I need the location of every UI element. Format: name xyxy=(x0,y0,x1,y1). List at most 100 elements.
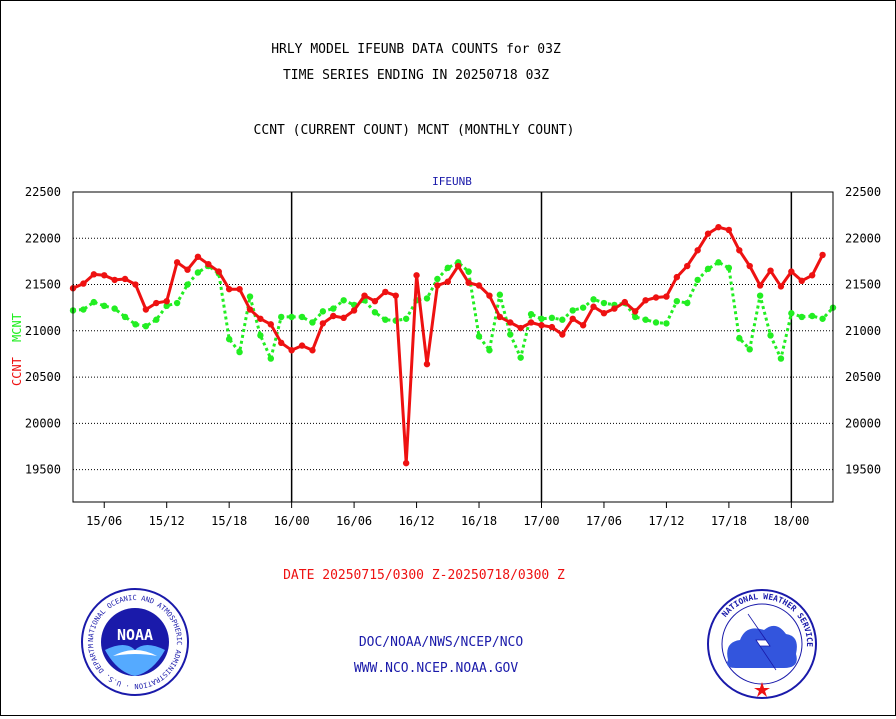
data-point-ccnt xyxy=(819,251,826,259)
data-point-ccnt xyxy=(631,308,639,315)
plot-area-border xyxy=(72,191,834,503)
data-point-ccnt xyxy=(111,276,118,284)
data-point-ccnt xyxy=(455,262,462,270)
data-point-ccnt xyxy=(340,314,347,322)
data-point-ccnt xyxy=(194,253,202,260)
data-point-mcnt xyxy=(153,316,160,323)
data-point-ccnt xyxy=(611,305,618,312)
data-point-mcnt xyxy=(173,299,181,307)
data-point-mcnt xyxy=(507,331,514,338)
data-point-ccnt xyxy=(694,247,701,254)
y-tick-label-left: 19500 xyxy=(25,463,61,477)
y-tick-label-left: 22000 xyxy=(25,231,61,245)
data-point-mcnt xyxy=(288,313,295,321)
data-point-mcnt xyxy=(101,302,108,310)
data-point-ccnt xyxy=(121,275,129,283)
nws-logo: NATIONAL WEATHER SERVICE xyxy=(707,589,817,699)
chart-title-line2: TIME SERIES ENDING IN 20250718 03Z xyxy=(283,68,549,83)
data-point-ccnt xyxy=(288,347,295,354)
x-tick-label: 16/18 xyxy=(461,514,497,528)
data-point-mcnt xyxy=(819,315,826,322)
x-tick-label: 17/06 xyxy=(586,514,622,528)
data-point-mcnt xyxy=(236,348,243,356)
data-point-ccnt xyxy=(267,321,275,328)
data-point-ccnt xyxy=(392,292,399,299)
data-point-mcnt xyxy=(132,321,139,328)
data-point-ccnt xyxy=(527,319,535,326)
data-point-mcnt xyxy=(725,264,733,272)
data-point-ccnt xyxy=(225,285,233,293)
y-tick-label-right: 19500 xyxy=(845,463,881,477)
org-link-www[interactable]: WWW.NCO.NCEP.NOAA.GOV xyxy=(354,661,519,676)
data-point-mcnt xyxy=(600,299,608,307)
chart-title-line1: HRLY MODEL IFEUNB DATA COUNTS for 03Z xyxy=(271,42,561,57)
data-point-ccnt xyxy=(153,299,160,307)
data-point-mcnt xyxy=(808,312,816,320)
grid-lines xyxy=(73,192,833,502)
data-point-ccnt xyxy=(205,260,212,268)
data-point-mcnt xyxy=(538,315,545,322)
x-tick-label: 17/00 xyxy=(523,514,559,528)
data-point-mcnt xyxy=(319,308,327,315)
data-point-mcnt xyxy=(298,313,306,321)
x-tick-label: 17/18 xyxy=(711,514,747,528)
data-point-mcnt xyxy=(309,319,316,326)
data-point-ccnt xyxy=(621,298,628,306)
chart-subtitle: CCNT (CURRENT COUNT) MCNT (MONTHLY COUNT… xyxy=(254,123,575,138)
plot-label: IFEUNB xyxy=(432,175,472,188)
x-tick-label: 16/00 xyxy=(274,514,310,528)
y-tick-label-right: 21000 xyxy=(845,324,881,338)
y-tick-label-left: 21000 xyxy=(25,324,61,338)
data-point-ccnt xyxy=(330,312,337,320)
data-point-mcnt xyxy=(382,316,389,323)
data-point-mcnt xyxy=(423,295,431,302)
series-layer xyxy=(69,223,837,467)
data-point-mcnt xyxy=(184,281,191,288)
data-point-mcnt xyxy=(788,310,795,317)
org-link-doc[interactable]: DOC/NOAA/NWS/NCEP/NCO xyxy=(359,635,524,650)
data-point-ccnt xyxy=(579,322,587,329)
data-point-mcnt xyxy=(444,264,451,272)
data-point-mcnt xyxy=(663,320,670,327)
data-point-mcnt xyxy=(330,305,337,312)
data-point-ccnt xyxy=(361,292,368,299)
nws-lightning-icon xyxy=(747,613,777,671)
data-point-mcnt xyxy=(402,315,410,322)
data-point-mcnt xyxy=(642,316,649,323)
data-point-ccnt xyxy=(684,262,691,270)
x-tick-label: 16/12 xyxy=(398,514,434,528)
data-point-ccnt xyxy=(486,292,493,299)
data-point-mcnt xyxy=(121,313,129,321)
data-point-ccnt xyxy=(777,283,785,290)
data-point-ccnt xyxy=(642,297,649,304)
data-point-mcnt xyxy=(579,304,587,311)
data-point-ccnt xyxy=(142,306,150,313)
data-point-ccnt xyxy=(725,226,733,234)
data-point-ccnt xyxy=(444,278,451,285)
y-tick-label-left: 20000 xyxy=(25,416,61,430)
data-point-ccnt xyxy=(236,285,243,293)
data-point-ccnt xyxy=(101,272,108,279)
data-point-mcnt xyxy=(559,316,566,323)
data-point-mcnt xyxy=(631,313,639,321)
x-tick-label: 15/18 xyxy=(211,514,247,528)
x-tick-label: 15/12 xyxy=(149,514,185,528)
data-point-mcnt xyxy=(163,302,170,310)
x-tick-label: 16/06 xyxy=(336,514,372,528)
data-point-mcnt xyxy=(548,314,556,322)
y-tick-label-right: 22000 xyxy=(845,231,881,245)
data-point-ccnt xyxy=(507,319,514,326)
data-point-mcnt xyxy=(486,347,493,354)
data-point-ccnt xyxy=(309,347,316,354)
data-point-mcnt xyxy=(90,298,98,306)
data-point-mcnt xyxy=(475,333,483,340)
data-point-ccnt xyxy=(569,315,576,322)
data-point-mcnt xyxy=(704,265,712,273)
noaa-bird-icon xyxy=(105,645,165,676)
data-point-mcnt xyxy=(340,297,347,304)
data-point-mcnt xyxy=(496,291,504,298)
data-point-ccnt xyxy=(382,288,389,296)
data-point-mcnt xyxy=(278,313,285,321)
series-line-mcnt xyxy=(72,260,835,361)
